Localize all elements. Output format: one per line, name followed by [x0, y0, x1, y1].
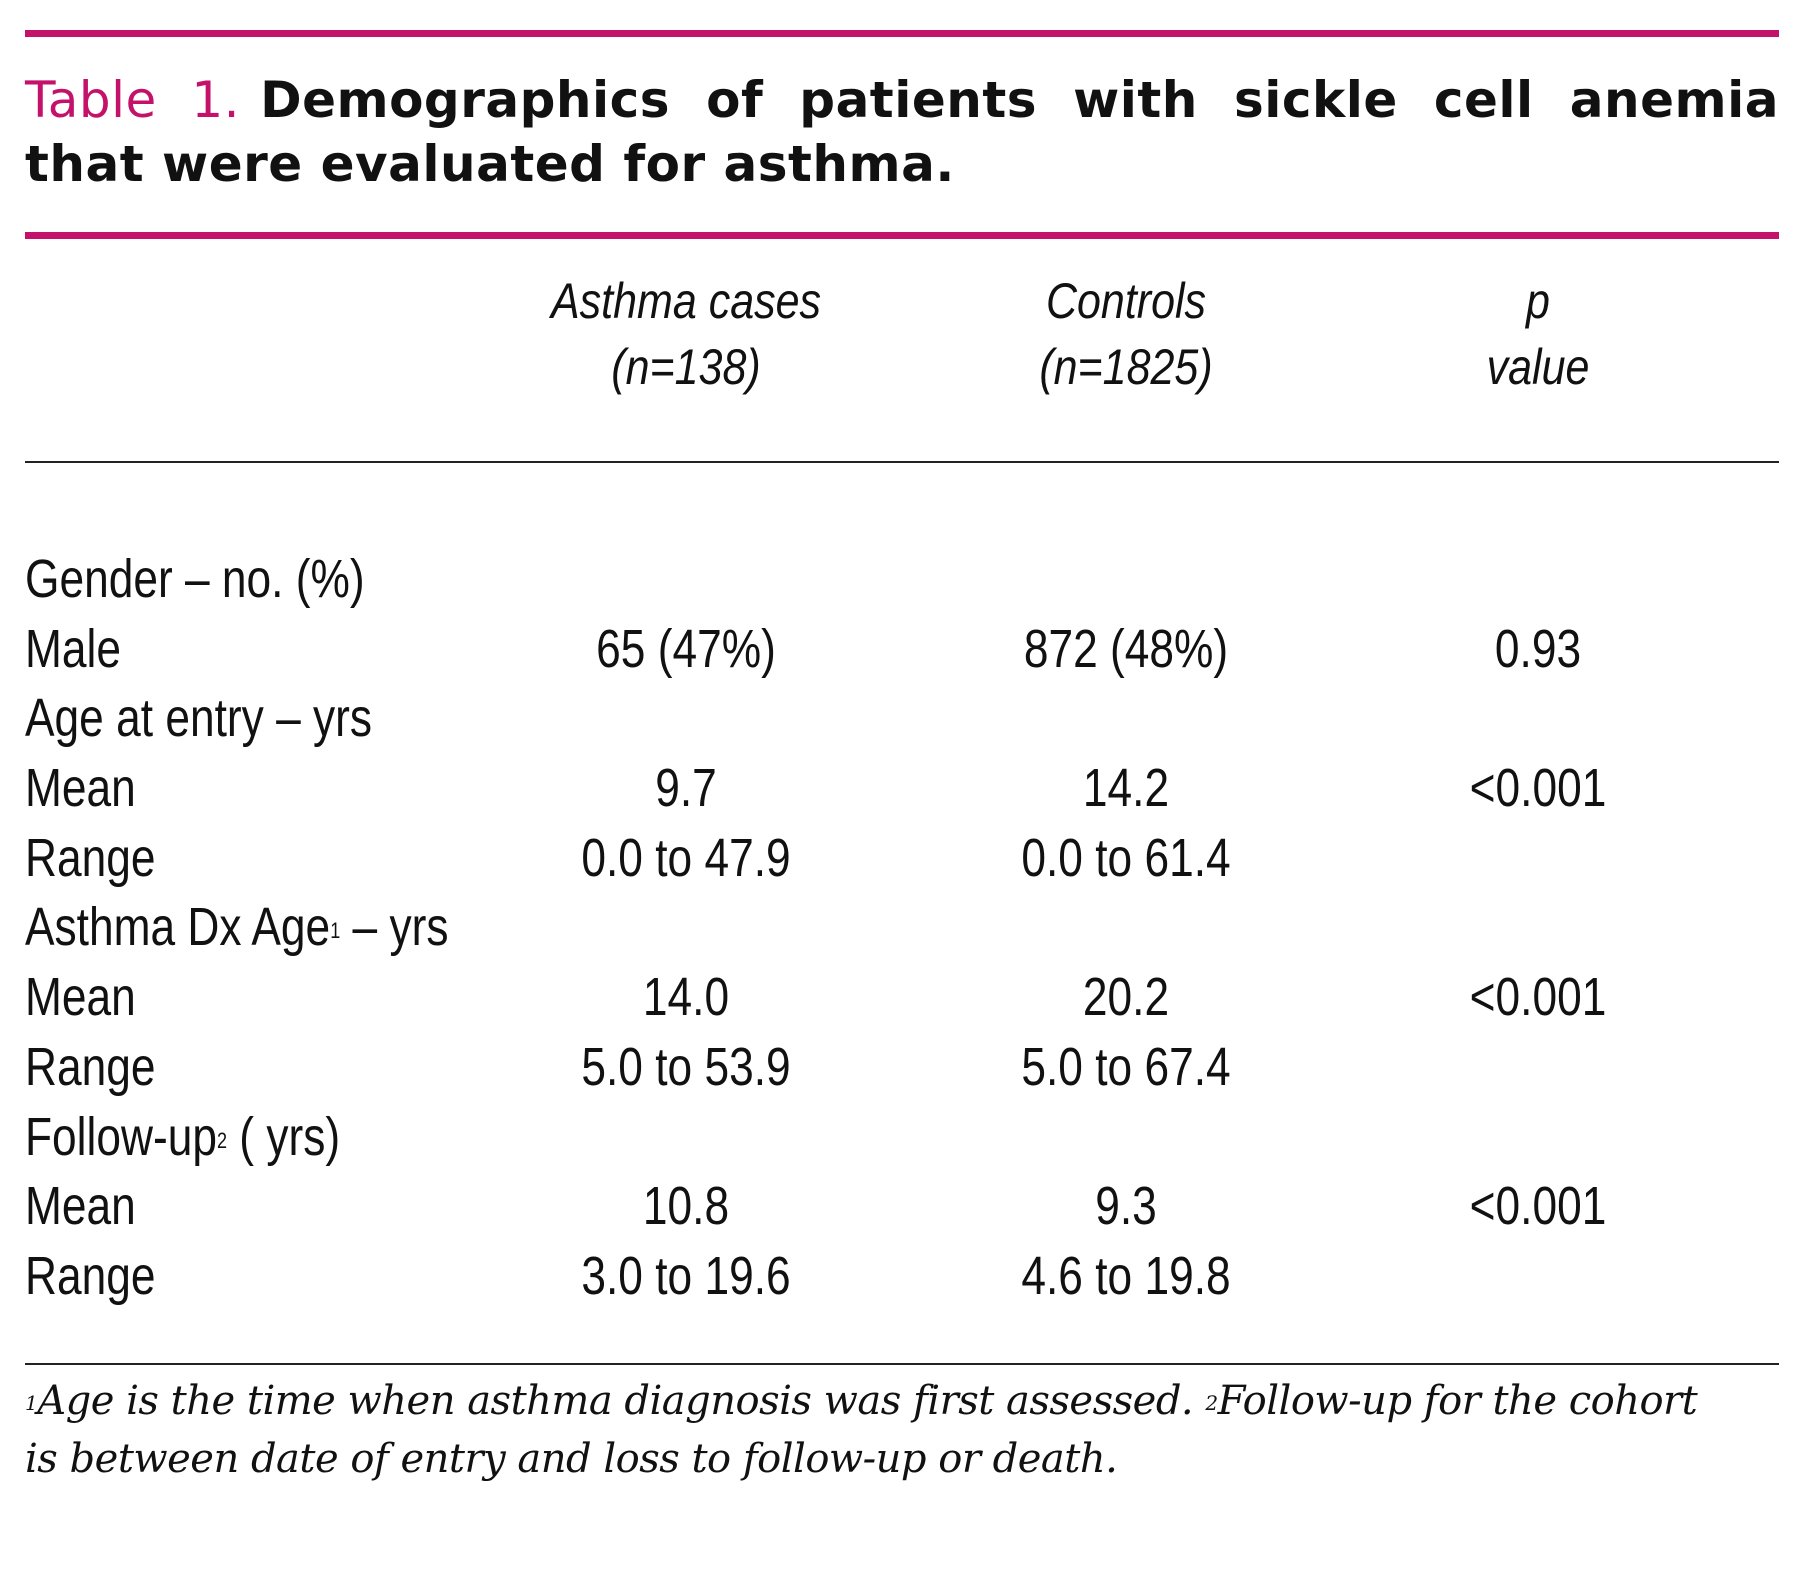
row-label: Gender – no. (%): [25, 549, 365, 609]
cell-p-value: <0.001: [1469, 758, 1607, 819]
row-label: Range: [25, 1245, 156, 1306]
header-p-value: p value: [1357, 268, 1718, 400]
cell-controls: 0.0 to 61.4: [1021, 827, 1231, 888]
row-label: Mean: [25, 967, 136, 1028]
cell-controls: 5.0 to 67.4: [1021, 1036, 1231, 1097]
table-label: Table 1.: [25, 71, 241, 129]
table-row: Mean 14.0 20.2 <0.001: [0, 962, 1800, 1032]
table-row: Follow-up2 ( yrs): [0, 1102, 1800, 1172]
table-body: Gender – no. (%) Male 65 (47%) 872 (48%)…: [0, 544, 1800, 1311]
table-caption: Table 1. Demographics of patients with si…: [25, 68, 1779, 196]
table-footnote: 1Age is the time when asthma diagnosis w…: [25, 1372, 1725, 1488]
cell-asthma: 65 (47%): [596, 618, 776, 679]
top-rule: [25, 30, 1779, 37]
cell-asthma: 3.0 to 19.6: [581, 1245, 791, 1306]
footnote-text-2: Follow-up for the cohort is between date…: [25, 1378, 1698, 1482]
table-row: Range 5.0 to 53.9 5.0 to 67.4: [0, 1032, 1800, 1102]
cell-controls: 4.6 to 19.8: [1021, 1245, 1231, 1306]
header-p-name: p: [1526, 273, 1550, 329]
row-label: Mean: [25, 758, 136, 819]
table-bottom-rule: [25, 1363, 1779, 1365]
cell-controls: 9.3: [1095, 1176, 1157, 1237]
row-label: Follow-up2 ( yrs): [25, 1106, 341, 1167]
table-row: Male 65 (47%) 872 (48%) 0.93: [0, 614, 1800, 684]
cell-asthma: 0.0 to 47.9: [581, 827, 791, 888]
row-label: Mean: [25, 1176, 136, 1237]
row-label: Age at entry – yrs: [25, 688, 373, 749]
header-bottom-rule: [25, 461, 1779, 463]
cell-asthma: 10.8: [642, 1176, 730, 1237]
table-row: Mean 9.7 14.2 <0.001: [0, 753, 1800, 823]
header-asthma-name: Asthma cases: [550, 273, 822, 329]
table-row: Gender – no. (%): [0, 544, 1800, 614]
cell-asthma: 14.0: [642, 967, 730, 1028]
table-header: Asthma cases (n=138) Controls (n=1825) p…: [0, 268, 1800, 418]
caption-bottom-rule: [25, 232, 1779, 239]
header-controls-n: (n=1825): [1039, 339, 1213, 395]
table-row: Range 3.0 to 19.6 4.6 to 19.8: [0, 1241, 1800, 1311]
header-asthma-cases: Asthma cases (n=138): [505, 268, 866, 400]
cell-p-value: <0.001: [1469, 1176, 1607, 1237]
table-row: Range 0.0 to 47.9 0.0 to 61.4: [0, 823, 1800, 893]
footnote-text-1: Age is the time when asthma diagnosis wa…: [37, 1378, 1206, 1424]
footnote-marker-1: 1: [25, 1391, 38, 1415]
cell-p-value: <0.001: [1469, 967, 1607, 1028]
row-label: Range: [25, 1036, 156, 1097]
cell-p-value: 0.93: [1494, 618, 1582, 679]
row-label: Asthma Dx Age1 – yrs: [25, 897, 449, 958]
table-row: Age at entry – yrs: [0, 683, 1800, 753]
cell-controls: 872 (48%): [1023, 618, 1229, 679]
header-p-sub: value: [1486, 339, 1590, 395]
row-label: Range: [25, 827, 156, 888]
cell-controls: 14.2: [1082, 758, 1170, 819]
cell-asthma: 9.7: [655, 758, 717, 819]
table-row: Mean 10.8 9.3 <0.001: [0, 1171, 1800, 1241]
header-controls-name: Controls: [1045, 273, 1207, 329]
table-title: Demographics of patients with sickle cel…: [25, 71, 1779, 193]
cell-asthma: 5.0 to 53.9: [581, 1036, 791, 1097]
row-label: Male: [25, 618, 121, 679]
header-asthma-n: (n=138): [611, 339, 761, 395]
header-controls: Controls (n=1825): [945, 268, 1306, 400]
table-row: Asthma Dx Age1 – yrs: [0, 892, 1800, 962]
footnote-marker-2: 2: [1205, 1391, 1218, 1415]
cell-controls: 20.2: [1082, 967, 1170, 1028]
